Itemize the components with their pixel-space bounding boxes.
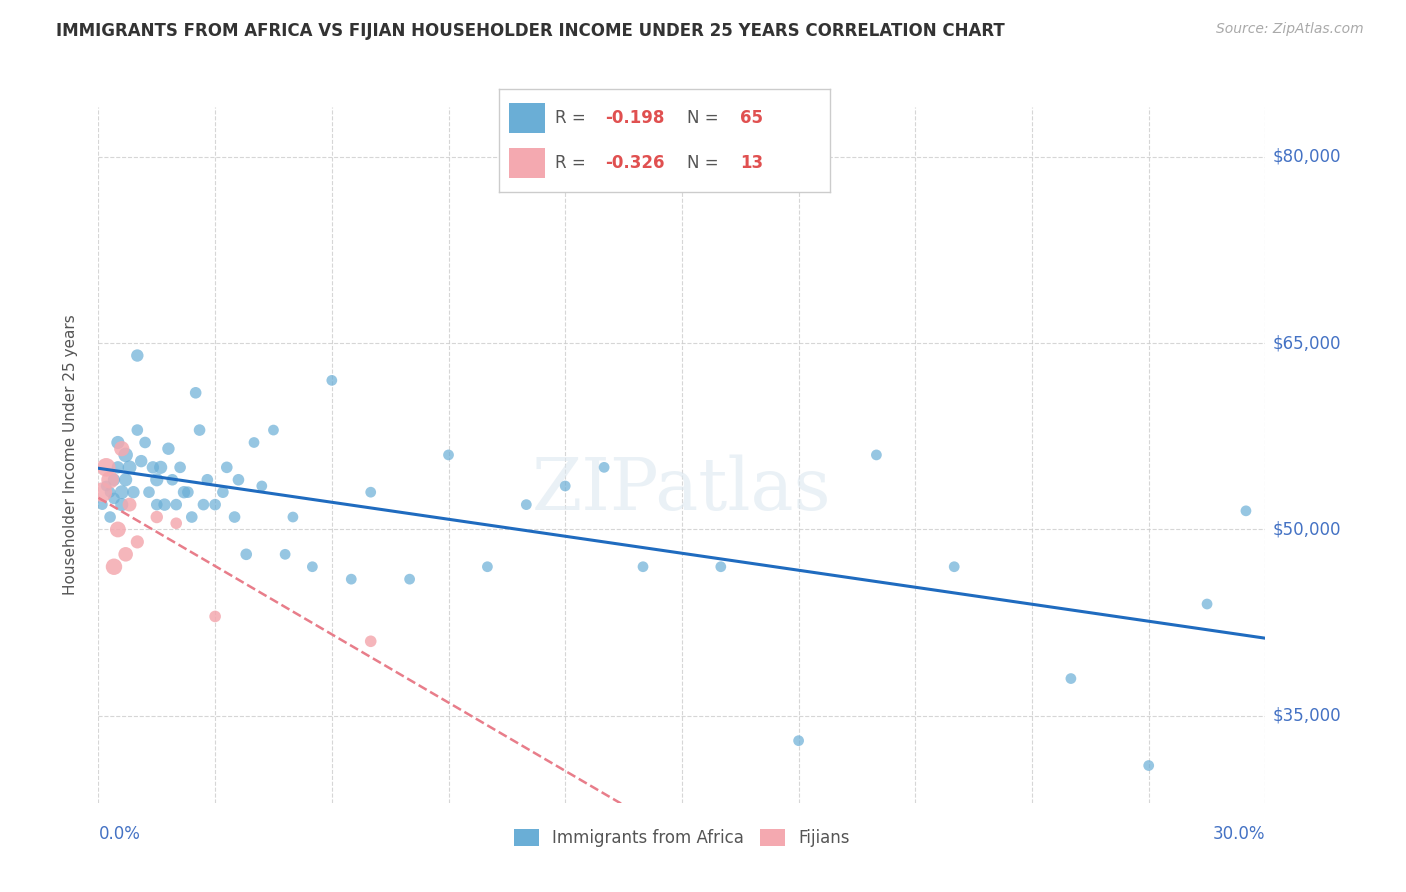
Text: IMMIGRANTS FROM AFRICA VS FIJIAN HOUSEHOLDER INCOME UNDER 25 YEARS CORRELATION C: IMMIGRANTS FROM AFRICA VS FIJIAN HOUSEHO… <box>56 22 1005 40</box>
Point <box>243 435 266 450</box>
Point <box>122 485 145 500</box>
Point <box>301 559 323 574</box>
Point <box>184 385 207 400</box>
Text: Source: ZipAtlas.com: Source: ZipAtlas.com <box>1216 22 1364 37</box>
Text: $65,000: $65,000 <box>1272 334 1341 352</box>
Point <box>107 460 129 475</box>
Point <box>107 523 129 537</box>
Point <box>114 448 136 462</box>
Text: 30.0%: 30.0% <box>1213 825 1265 843</box>
Bar <box>509 148 546 178</box>
Point <box>180 510 202 524</box>
Point <box>865 448 887 462</box>
Point <box>111 498 134 512</box>
Point <box>157 442 180 456</box>
Point <box>360 485 382 500</box>
Point <box>1137 758 1160 772</box>
Point <box>250 479 273 493</box>
Point <box>1195 597 1218 611</box>
Point <box>146 498 169 512</box>
Point <box>165 498 187 512</box>
Point <box>103 491 125 506</box>
Point <box>127 534 149 549</box>
Text: 65: 65 <box>741 109 763 127</box>
Point <box>103 559 125 574</box>
Point <box>103 473 125 487</box>
Point <box>193 498 215 512</box>
Point <box>212 485 235 500</box>
Point <box>204 609 226 624</box>
Point <box>515 498 537 512</box>
Point <box>162 473 184 487</box>
Point <box>149 460 172 475</box>
Text: R =: R = <box>555 109 592 127</box>
Point <box>1234 504 1257 518</box>
Point <box>118 498 141 512</box>
Point <box>146 473 169 487</box>
Point <box>398 572 420 586</box>
Point <box>96 460 118 475</box>
Point <box>127 349 149 363</box>
Text: -0.326: -0.326 <box>605 154 665 172</box>
Point <box>204 498 226 512</box>
Point <box>281 510 304 524</box>
Point <box>146 510 169 524</box>
Point <box>477 559 499 574</box>
Text: 13: 13 <box>741 154 763 172</box>
Point <box>98 485 121 500</box>
Point <box>177 485 200 500</box>
Point <box>340 572 363 586</box>
Text: 0.0%: 0.0% <box>98 825 141 843</box>
Point <box>360 634 382 648</box>
Point <box>631 559 654 574</box>
Point <box>114 473 136 487</box>
Text: ZIPatlas: ZIPatlas <box>531 454 832 525</box>
Point <box>129 454 152 468</box>
Point <box>943 559 966 574</box>
Point <box>321 373 343 387</box>
Text: $35,000: $35,000 <box>1272 706 1341 725</box>
Point <box>153 498 176 512</box>
Point <box>98 473 121 487</box>
Point <box>165 516 187 531</box>
Point <box>274 547 297 561</box>
Point <box>118 460 141 475</box>
Y-axis label: Householder Income Under 25 years: Householder Income Under 25 years <box>63 315 77 595</box>
Point <box>98 510 121 524</box>
Point <box>188 423 211 437</box>
Point <box>228 473 250 487</box>
Text: R =: R = <box>555 154 592 172</box>
Point <box>134 435 156 450</box>
Point <box>91 498 114 512</box>
Text: $50,000: $50,000 <box>1272 520 1341 539</box>
Point <box>1060 672 1083 686</box>
Text: -0.198: -0.198 <box>605 109 664 127</box>
Bar <box>509 103 546 133</box>
Point <box>235 547 257 561</box>
Point <box>114 547 136 561</box>
Point <box>111 442 134 456</box>
Point <box>593 460 616 475</box>
Point <box>554 479 576 493</box>
Point <box>91 485 114 500</box>
Point <box>710 559 733 574</box>
Text: $80,000: $80,000 <box>1272 148 1341 166</box>
Point <box>262 423 284 437</box>
Point <box>96 479 118 493</box>
Point <box>215 460 238 475</box>
Point <box>195 473 218 487</box>
Point <box>111 485 134 500</box>
Point <box>127 423 149 437</box>
Legend: Immigrants from Africa, Fijians: Immigrants from Africa, Fijians <box>503 819 860 857</box>
Point <box>169 460 191 475</box>
Point <box>142 460 165 475</box>
Text: N =: N = <box>688 154 724 172</box>
Point <box>437 448 460 462</box>
Point <box>224 510 246 524</box>
Point <box>107 435 129 450</box>
Point <box>787 733 810 747</box>
Point <box>138 485 160 500</box>
Text: N =: N = <box>688 109 724 127</box>
Point <box>173 485 195 500</box>
